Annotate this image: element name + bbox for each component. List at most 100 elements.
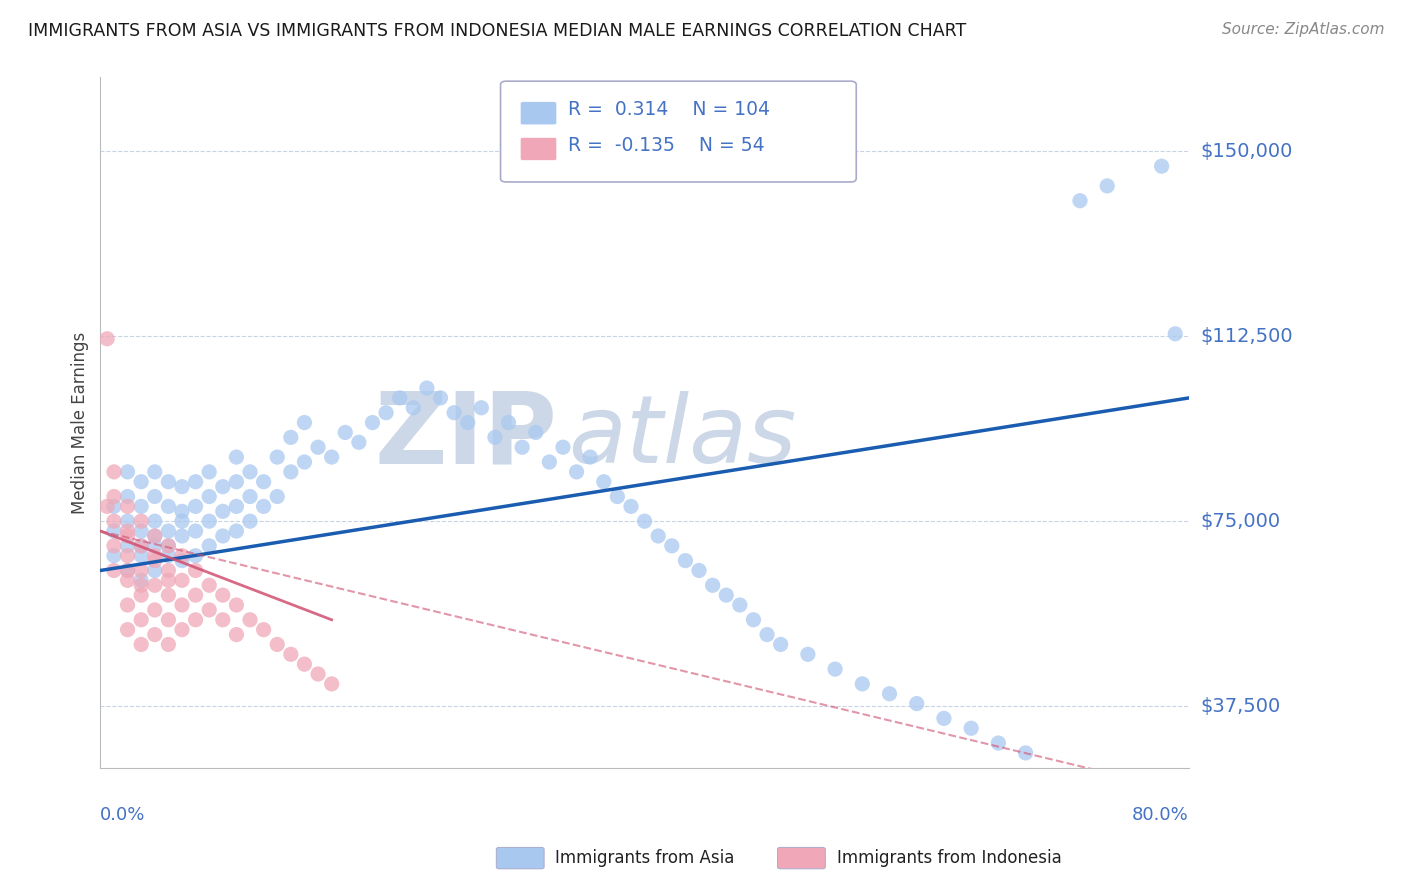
Point [266,637,288,651]
Point [117,529,139,543]
Point [129,539,152,553]
Point [647,529,669,543]
Text: R =  -0.135    N = 54: R = -0.135 N = 54 [568,136,765,155]
Point [129,524,152,538]
Point [606,490,628,504]
Point [170,529,193,543]
Point [280,430,302,444]
Point [335,425,357,440]
Point [103,564,125,578]
Point [851,677,873,691]
Point [361,416,384,430]
Point [198,490,221,504]
Point [565,465,588,479]
Point [117,490,139,504]
Point [117,465,139,479]
Point [716,588,738,602]
Point [932,711,955,725]
Point [96,500,118,514]
Point [225,450,247,464]
Point [225,500,247,514]
Point [103,500,125,514]
Point [184,475,207,489]
Point [129,613,152,627]
Point [484,430,506,444]
Point [879,687,901,701]
Point [769,637,792,651]
Point [470,401,492,415]
Point [688,564,710,578]
Point [211,613,233,627]
Point [143,549,166,563]
Point [157,539,180,553]
Point [184,524,207,538]
Point [184,613,207,627]
Point [633,514,655,528]
Point [388,391,411,405]
Point [1095,178,1118,193]
Text: Source: ZipAtlas.com: Source: ZipAtlas.com [1222,22,1385,37]
Point [129,578,152,592]
Point [198,578,221,592]
Point [198,514,221,528]
Point [307,667,329,681]
Point [416,381,439,395]
Point [211,504,233,518]
Text: Immigrants from Asia: Immigrants from Asia [555,849,735,867]
Point [211,480,233,494]
Point [129,588,152,602]
Point [702,578,724,592]
Point [294,416,316,430]
Text: $37,500: $37,500 [1199,697,1281,715]
Point [143,554,166,568]
Text: atlas: atlas [568,391,797,482]
Point [117,598,139,612]
Point [170,480,193,494]
Point [510,440,533,454]
Point [321,450,343,464]
Point [198,603,221,617]
Point [294,657,316,672]
Point [280,648,302,662]
Point [129,514,152,528]
Point [225,475,247,489]
Text: $150,000: $150,000 [1199,142,1292,161]
Point [129,637,152,651]
Point [321,677,343,691]
Point [157,539,180,553]
Point [103,465,125,479]
Point [198,539,221,553]
Point [756,627,779,641]
Point [1014,746,1036,760]
Point [307,440,329,454]
Point [728,598,751,612]
Point [538,455,561,469]
Point [143,603,166,617]
Point [157,574,180,588]
Point [143,578,166,592]
Point [1150,159,1173,173]
Point [184,500,207,514]
Point [143,465,166,479]
Point [620,500,643,514]
Y-axis label: Median Male Earnings: Median Male Earnings [72,332,89,514]
Point [129,574,152,588]
Point [347,435,370,450]
Point [129,549,152,563]
Point [294,455,316,469]
Point [266,490,288,504]
Point [157,475,180,489]
Point [239,490,262,504]
Point [157,637,180,651]
Point [129,500,152,514]
Point [375,406,398,420]
Point [157,549,180,563]
Text: 80.0%: 80.0% [1132,805,1189,823]
Point [117,623,139,637]
Point [184,549,207,563]
Point [498,416,520,430]
Point [253,623,276,637]
Point [170,549,193,563]
Point [987,736,1010,750]
Point [661,539,683,553]
